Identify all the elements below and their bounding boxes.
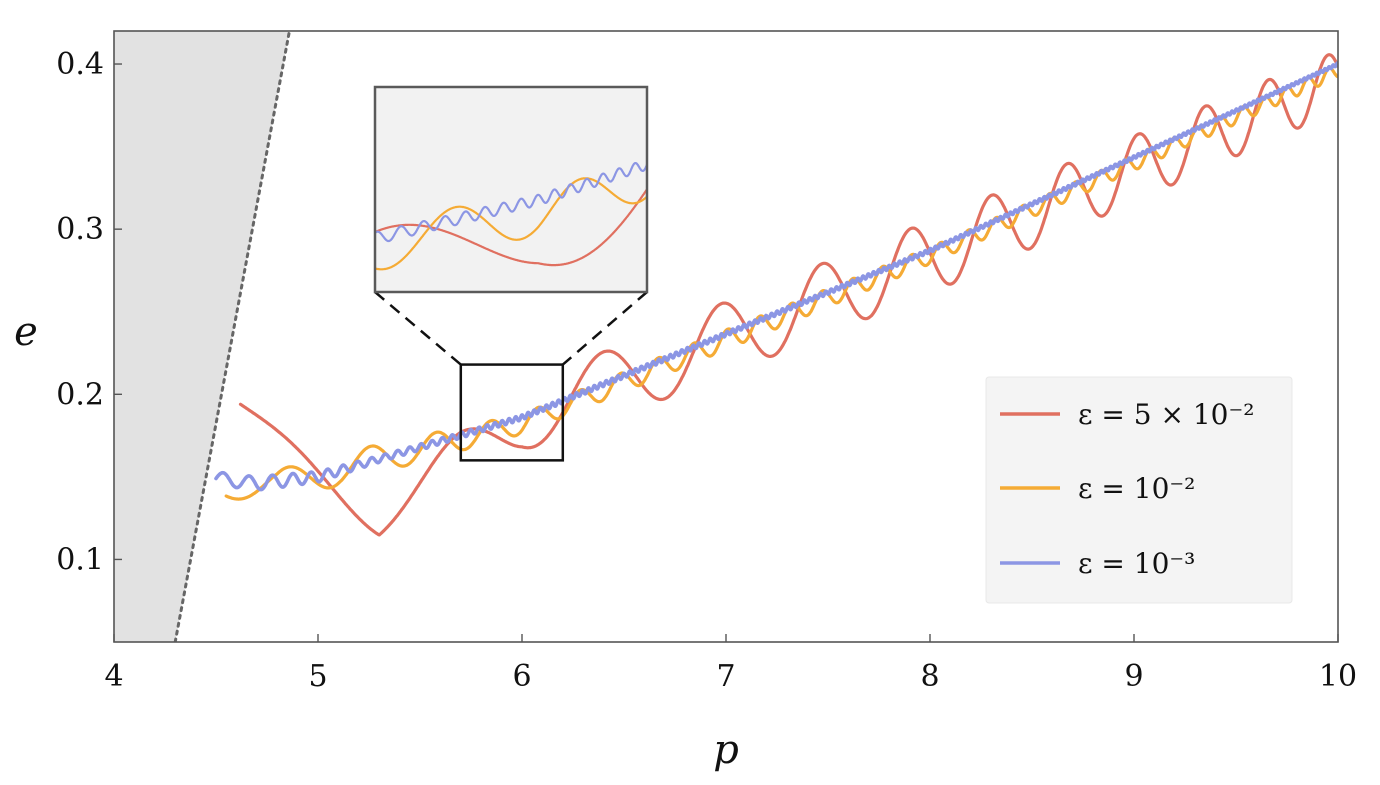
inset-series <box>375 161 647 271</box>
legend-label-1: ε = 10⁻² <box>1078 472 1195 505</box>
series-layer <box>214 53 1338 537</box>
zoom-box <box>459 363 565 462</box>
series-line-2 <box>214 61 1338 492</box>
x-tick-label: 4 <box>104 659 123 694</box>
legend-label-2: ε = 10⁻³ <box>1078 547 1195 580</box>
x-tick-label: 8 <box>920 659 939 694</box>
inset-series-line-1 <box>375 177 647 271</box>
x-axis-label: p <box>713 727 739 773</box>
x-tick-label: 7 <box>716 659 735 694</box>
forbidden-region <box>114 31 291 642</box>
forbidden-region-fill <box>114 31 290 642</box>
zoom-connector-left <box>374 291 462 366</box>
series-line-0 <box>238 53 1338 537</box>
plot-area: 4 5 6 7 8 9 10 0.1 0.2 0.3 0.4 <box>56 30 1357 694</box>
x-tick-label: 10 <box>1319 659 1357 694</box>
y-tick-label: 0.2 <box>56 377 104 412</box>
inset-panel <box>373 85 649 294</box>
inset-series-line-2 <box>375 161 647 243</box>
legend-box <box>985 376 1293 604</box>
y-tick-label: 0.1 <box>56 542 104 577</box>
legend: ε = 5 × 10⁻² ε = 10⁻² ε = 10⁻³ <box>985 376 1293 604</box>
y-tick-label: 0.4 <box>56 47 104 82</box>
inset-frame <box>373 85 649 294</box>
x-tick-label: 6 <box>512 659 531 694</box>
x-tick-label: 5 <box>308 659 327 694</box>
inset-series-line-0 <box>375 187 647 267</box>
y-tick-label: 0.3 <box>56 212 104 247</box>
axis-ticks: 4 5 6 7 8 9 10 0.1 0.2 0.3 0.4 <box>56 47 1357 694</box>
forbidden-region-boundary <box>173 31 291 642</box>
y-axis-label: e <box>14 309 38 355</box>
x-tick-label: 9 <box>1124 659 1143 694</box>
zoom-connector-right <box>561 291 648 366</box>
legend-label-0: ε = 5 × 10⁻² <box>1078 398 1254 431</box>
zoom-indicator <box>374 291 648 462</box>
